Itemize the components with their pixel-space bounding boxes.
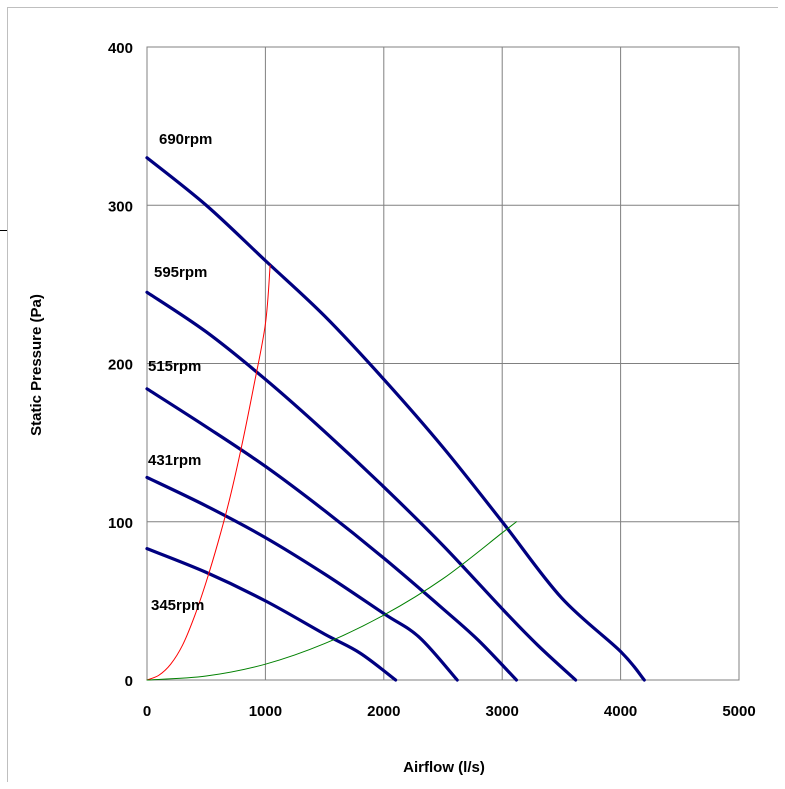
system-curve-green: [146, 521, 517, 681]
curve-label-431rpm: 431rpm: [148, 452, 201, 469]
x-tick-label: 5000: [722, 703, 755, 720]
curve-labels: 690rpm 595rpm 515rpm 431rpm 345rpm: [148, 131, 212, 614]
x-tick-label: 2000: [367, 703, 400, 720]
tick-labels: 0 1000 2000 3000 4000 5000 0 100 200 300 400: [108, 40, 756, 720]
curve-label-690rpm: 690rpm: [159, 131, 212, 148]
x-tick-label: 3000: [486, 703, 519, 720]
chart-frame-top-border: [7, 7, 778, 8]
y-axis-title: Static Pressure (Pa): [28, 294, 45, 436]
fan-curve-515rpm: [145, 387, 519, 682]
frame-edge-marker: [0, 230, 7, 231]
fan-curve-431rpm: [145, 475, 459, 682]
x-tick-label: 1000: [249, 703, 282, 720]
fan-curve-595rpm: [145, 290, 578, 682]
y-tick-label: 0: [125, 673, 133, 690]
x-tick-label: 4000: [604, 703, 637, 720]
curve-label-515rpm: 515rpm: [148, 358, 201, 375]
chart-frame-left-border: [7, 7, 8, 782]
fan-curve-345rpm: [145, 547, 398, 682]
curve-label-595rpm: 595rpm: [154, 264, 207, 281]
fan-curve-690rpm: [145, 156, 646, 682]
system-curve-red: [146, 264, 271, 681]
x-tick-label: 0: [143, 703, 151, 720]
y-tick-label: 100: [108, 515, 133, 532]
x-axis-title: Airflow (l/s): [403, 759, 485, 776]
y-tick-label: 300: [108, 198, 133, 215]
y-tick-label: 200: [108, 357, 133, 374]
y-tick-label: 400: [108, 40, 133, 57]
plot-area-border: [146, 46, 740, 681]
curve-label-345rpm: 345rpm: [151, 597, 204, 614]
series-lines: [145, 156, 646, 682]
